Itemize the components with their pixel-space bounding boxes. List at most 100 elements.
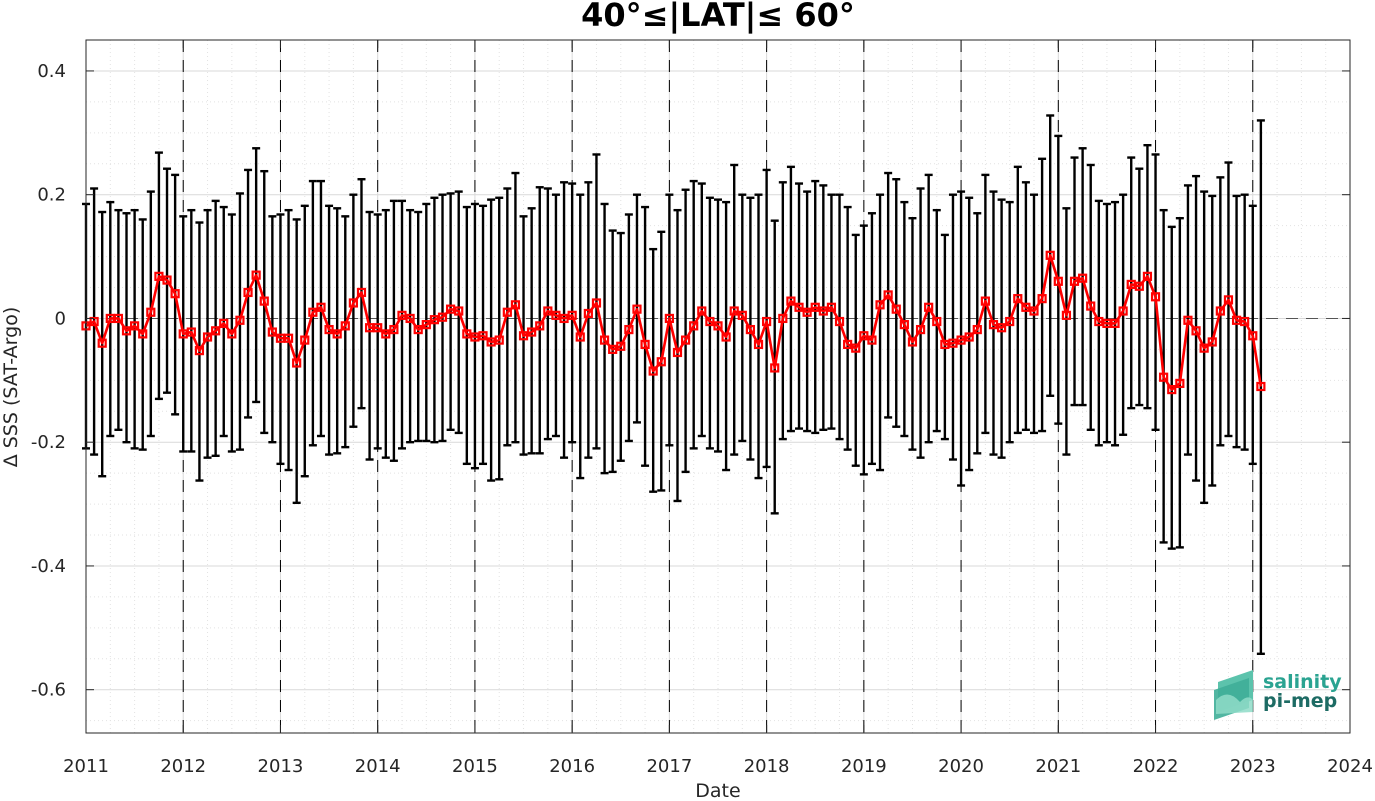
chart-title: 40°≤|LAT|≤ 60° (581, 0, 855, 35)
data-point (1231, 315, 1242, 325)
y-tick-label: 0 (55, 308, 66, 329)
data-point (121, 326, 132, 336)
data-point (559, 313, 569, 324)
x-tick-label: 2015 (452, 756, 498, 777)
data-point (1126, 279, 1136, 290)
error-bar (778, 181, 787, 441)
data-point (689, 321, 699, 331)
data-point (243, 287, 253, 298)
data-point (1045, 250, 1055, 260)
data-point (996, 323, 1007, 333)
data-point (843, 339, 853, 350)
data-point (373, 323, 383, 333)
error-bar (560, 181, 569, 459)
data-point (988, 320, 999, 330)
data-point (1037, 294, 1047, 304)
data-point (964, 332, 974, 342)
data-point (940, 339, 950, 350)
error-bar (462, 205, 471, 466)
data-point (162, 275, 172, 285)
data-point (956, 335, 966, 345)
error-bar (1151, 153, 1160, 432)
error-bar (900, 200, 909, 438)
data-point (932, 316, 942, 327)
data-point (292, 358, 302, 368)
data-point (624, 324, 634, 335)
data-point (470, 332, 480, 342)
y-tick-labels: -0.6 -0.4 -0.2 0 0.2 0.4 (31, 61, 66, 701)
data-point (462, 329, 472, 339)
data-point (972, 324, 982, 335)
error-bar (341, 215, 350, 449)
data-point (178, 329, 188, 339)
data-point (202, 332, 213, 342)
data-point (1183, 315, 1193, 325)
data-point (543, 306, 553, 316)
data-point (762, 316, 772, 327)
data-point (1102, 318, 1112, 328)
error-bar (592, 153, 601, 450)
axes-box (85, 39, 1351, 734)
data-point (810, 302, 820, 312)
data-point (680, 335, 691, 345)
data-point (608, 344, 618, 354)
data-point (494, 335, 504, 345)
data-point (405, 313, 415, 324)
data-point (1053, 276, 1063, 286)
data-point (105, 313, 115, 324)
data-point (97, 338, 107, 348)
data-point (640, 339, 650, 350)
data-point (826, 302, 837, 312)
x-tick-label: 2024 (1327, 756, 1373, 777)
error-bar (406, 208, 415, 444)
data-point (632, 304, 642, 314)
data-point (1021, 302, 1031, 312)
data-point (283, 333, 294, 343)
data-point (502, 307, 512, 317)
data-point (1086, 301, 1096, 311)
data-point (1094, 316, 1104, 327)
data-point (478, 331, 488, 341)
data-point (648, 366, 658, 376)
y-tick-label: 0.4 (37, 61, 66, 82)
error-bar (1094, 199, 1103, 447)
data-point (1191, 326, 1201, 336)
data-point (267, 327, 277, 337)
data-point (146, 307, 156, 317)
error-bar (843, 205, 852, 451)
x-tick-label: 2020 (938, 756, 984, 777)
data-point (721, 332, 731, 342)
data-point (429, 315, 440, 325)
data-point (899, 320, 909, 330)
error-bar (584, 181, 593, 459)
data-point (583, 308, 593, 319)
data-point (705, 316, 715, 327)
x-tick-label: 2011 (63, 756, 109, 777)
salinity-pi-mep-logo: salinity pi-mep (1214, 670, 1342, 720)
data-point (316, 302, 326, 312)
error-bar (365, 210, 374, 461)
series-line-path (85, 254, 1263, 391)
data-point (1240, 316, 1250, 327)
data-point (389, 324, 399, 335)
data-point (980, 296, 990, 306)
plot-area-border (85, 39, 1351, 734)
y-tick-label: -0.6 (31, 680, 66, 701)
data-point (113, 313, 124, 324)
x-axis-label: Date (695, 780, 740, 801)
data-point (1175, 378, 1185, 389)
error-bar (1256, 119, 1265, 655)
data-point (883, 290, 893, 300)
data-point (1248, 331, 1258, 341)
data-point (672, 347, 683, 358)
x-tick-label: 2022 (1133, 756, 1179, 777)
x-tick-label: 2023 (1230, 756, 1276, 777)
error-bar (681, 188, 690, 474)
data-point (599, 335, 610, 345)
error-bar (859, 224, 868, 476)
logo-text-salinity: salinity (1263, 671, 1342, 693)
error-bar (1127, 156, 1136, 410)
data-point (891, 304, 901, 314)
error-bar (957, 190, 966, 487)
